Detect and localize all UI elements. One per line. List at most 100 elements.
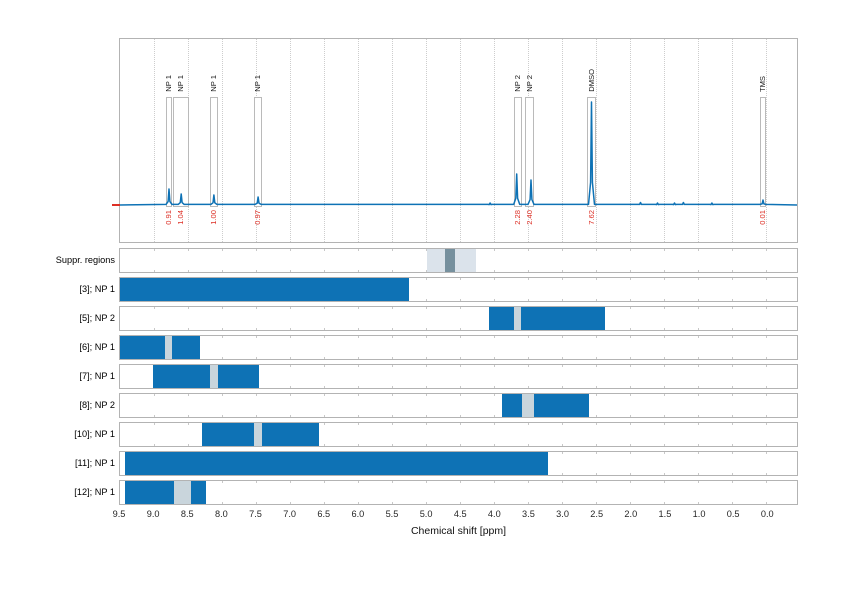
row-grid-tick [698,394,700,396]
row-grid-tick [562,269,564,272]
row-grid-tick [188,394,190,396]
row-grid-tick [324,481,326,483]
row-grid-tick [630,481,632,483]
gridline [494,39,496,242]
row-grid-tick [528,501,530,504]
row-grid-tick [222,269,224,272]
peak-label: NP 1 [175,75,185,92]
row-grid-tick [494,423,496,425]
gridline [698,39,700,242]
row-grid-tick [732,481,734,483]
row-grid-tick [528,278,530,280]
row-grid-tick [426,249,428,251]
row-grid-tick [358,385,360,388]
row-grid-tick [324,385,326,388]
integral-value: 0.01 [757,210,767,225]
row-grid-tick [460,385,462,388]
row-grid-tick [630,452,632,454]
row-grid-tick [664,501,666,504]
x-tick-label: 7.5 [249,509,262,519]
row-grid-tick [562,385,564,388]
row-grid-tick [698,414,700,417]
row-grid-tick [460,356,462,359]
region-segment-gray [254,423,262,446]
row-grid-tick [426,327,428,330]
x-tick-label: 8.5 [180,509,194,519]
row-grid-tick [766,249,768,251]
row-grid-tick [766,452,768,454]
row-grid-tick [324,327,326,330]
peak-region-box [254,97,263,207]
row-grid-tick [460,307,462,309]
row-grid-tick [766,501,768,504]
row-grid-tick [630,365,632,367]
row-grid-tick [460,443,462,446]
row-grid-tick [630,327,632,330]
row-grid-tick [698,356,700,359]
row-grid-tick [290,327,292,330]
row-grid-tick [290,481,292,483]
row-grid-tick [562,472,564,475]
integral-value: 7.62 [586,210,596,225]
row-grid-tick [698,423,700,425]
x-tick-label: 2.5 [590,509,604,519]
peak-label: NP 1 [253,75,263,92]
x-tick-label: 0.5 [726,509,740,519]
row-grid-tick [596,423,598,425]
row-grid-tick [596,269,598,272]
row-grid-tick [664,414,666,417]
row-grid-tick [664,278,666,280]
row-grid-tick [426,443,428,446]
row-grid-tick [528,423,530,425]
x-tick-label: 8.0 [214,509,228,519]
row-grid-tick [562,452,564,454]
x-tick-label: 0.0 [760,509,774,519]
row-grid-tick [630,443,632,446]
row-grid-tick [562,481,564,483]
row-label: Suppr. regions [55,255,115,265]
integral-value: 1.04 [175,210,185,225]
row-label: [11]; NP 1 [74,458,115,468]
row-grid-tick [664,307,666,309]
x-tick-label: 4.5 [453,509,467,519]
row-grid-tick [426,481,428,483]
row-grid-tick [596,249,598,251]
row-grid-tick [154,394,156,396]
row-grid-tick [596,298,598,301]
row-grid-tick [392,365,394,367]
row-grid-tick [426,394,428,396]
x-tick-label: 5.0 [419,509,433,519]
row-grid-tick [324,269,326,272]
row-grid-tick [290,501,292,504]
row-grid-tick [698,298,700,301]
row-grid-tick [358,365,360,367]
row-grid-tick [766,269,768,272]
row-grid-tick [698,307,700,309]
spectrum-panel: NP 1 0.91 NP 1 1.04 NP 1 1.00 NP 1 0.97 NP 2 2.28… [112,38,798,243]
peak-region-box [513,97,523,207]
row-grid-tick [630,472,632,475]
row-label: [7]; NP 1 [79,371,115,381]
gridline [154,39,156,242]
x-tick-label: 3.0 [556,509,569,519]
row-grid-tick [698,481,700,483]
row-grid-tick [630,298,632,301]
row-grid-tick [324,365,326,367]
row-grid-tick [732,278,734,280]
row-grid-tick [358,327,360,330]
row-grid-tick [222,501,224,504]
row-grid-tick [494,249,496,251]
region-segment-blue [120,336,165,359]
region-segment-blue [190,481,206,504]
row-grid-tick [426,414,428,417]
row-grid-tick [460,423,462,425]
row-grid-tick [528,443,530,446]
integral-value: 0.97 [253,210,263,225]
row-grid-tick [732,385,734,388]
row-grid-tick [630,249,632,251]
row-grid-tick [256,269,258,272]
row-grid-tick [494,414,496,417]
x-axis: 9.5 9.0 8.5 8.0 7.5 7.0 6.5 6.0 5.5 5.0 4.5 4.0 3.5 3… [113,509,798,523]
row-grid-tick [256,327,258,330]
row-grid-tick [426,365,428,367]
